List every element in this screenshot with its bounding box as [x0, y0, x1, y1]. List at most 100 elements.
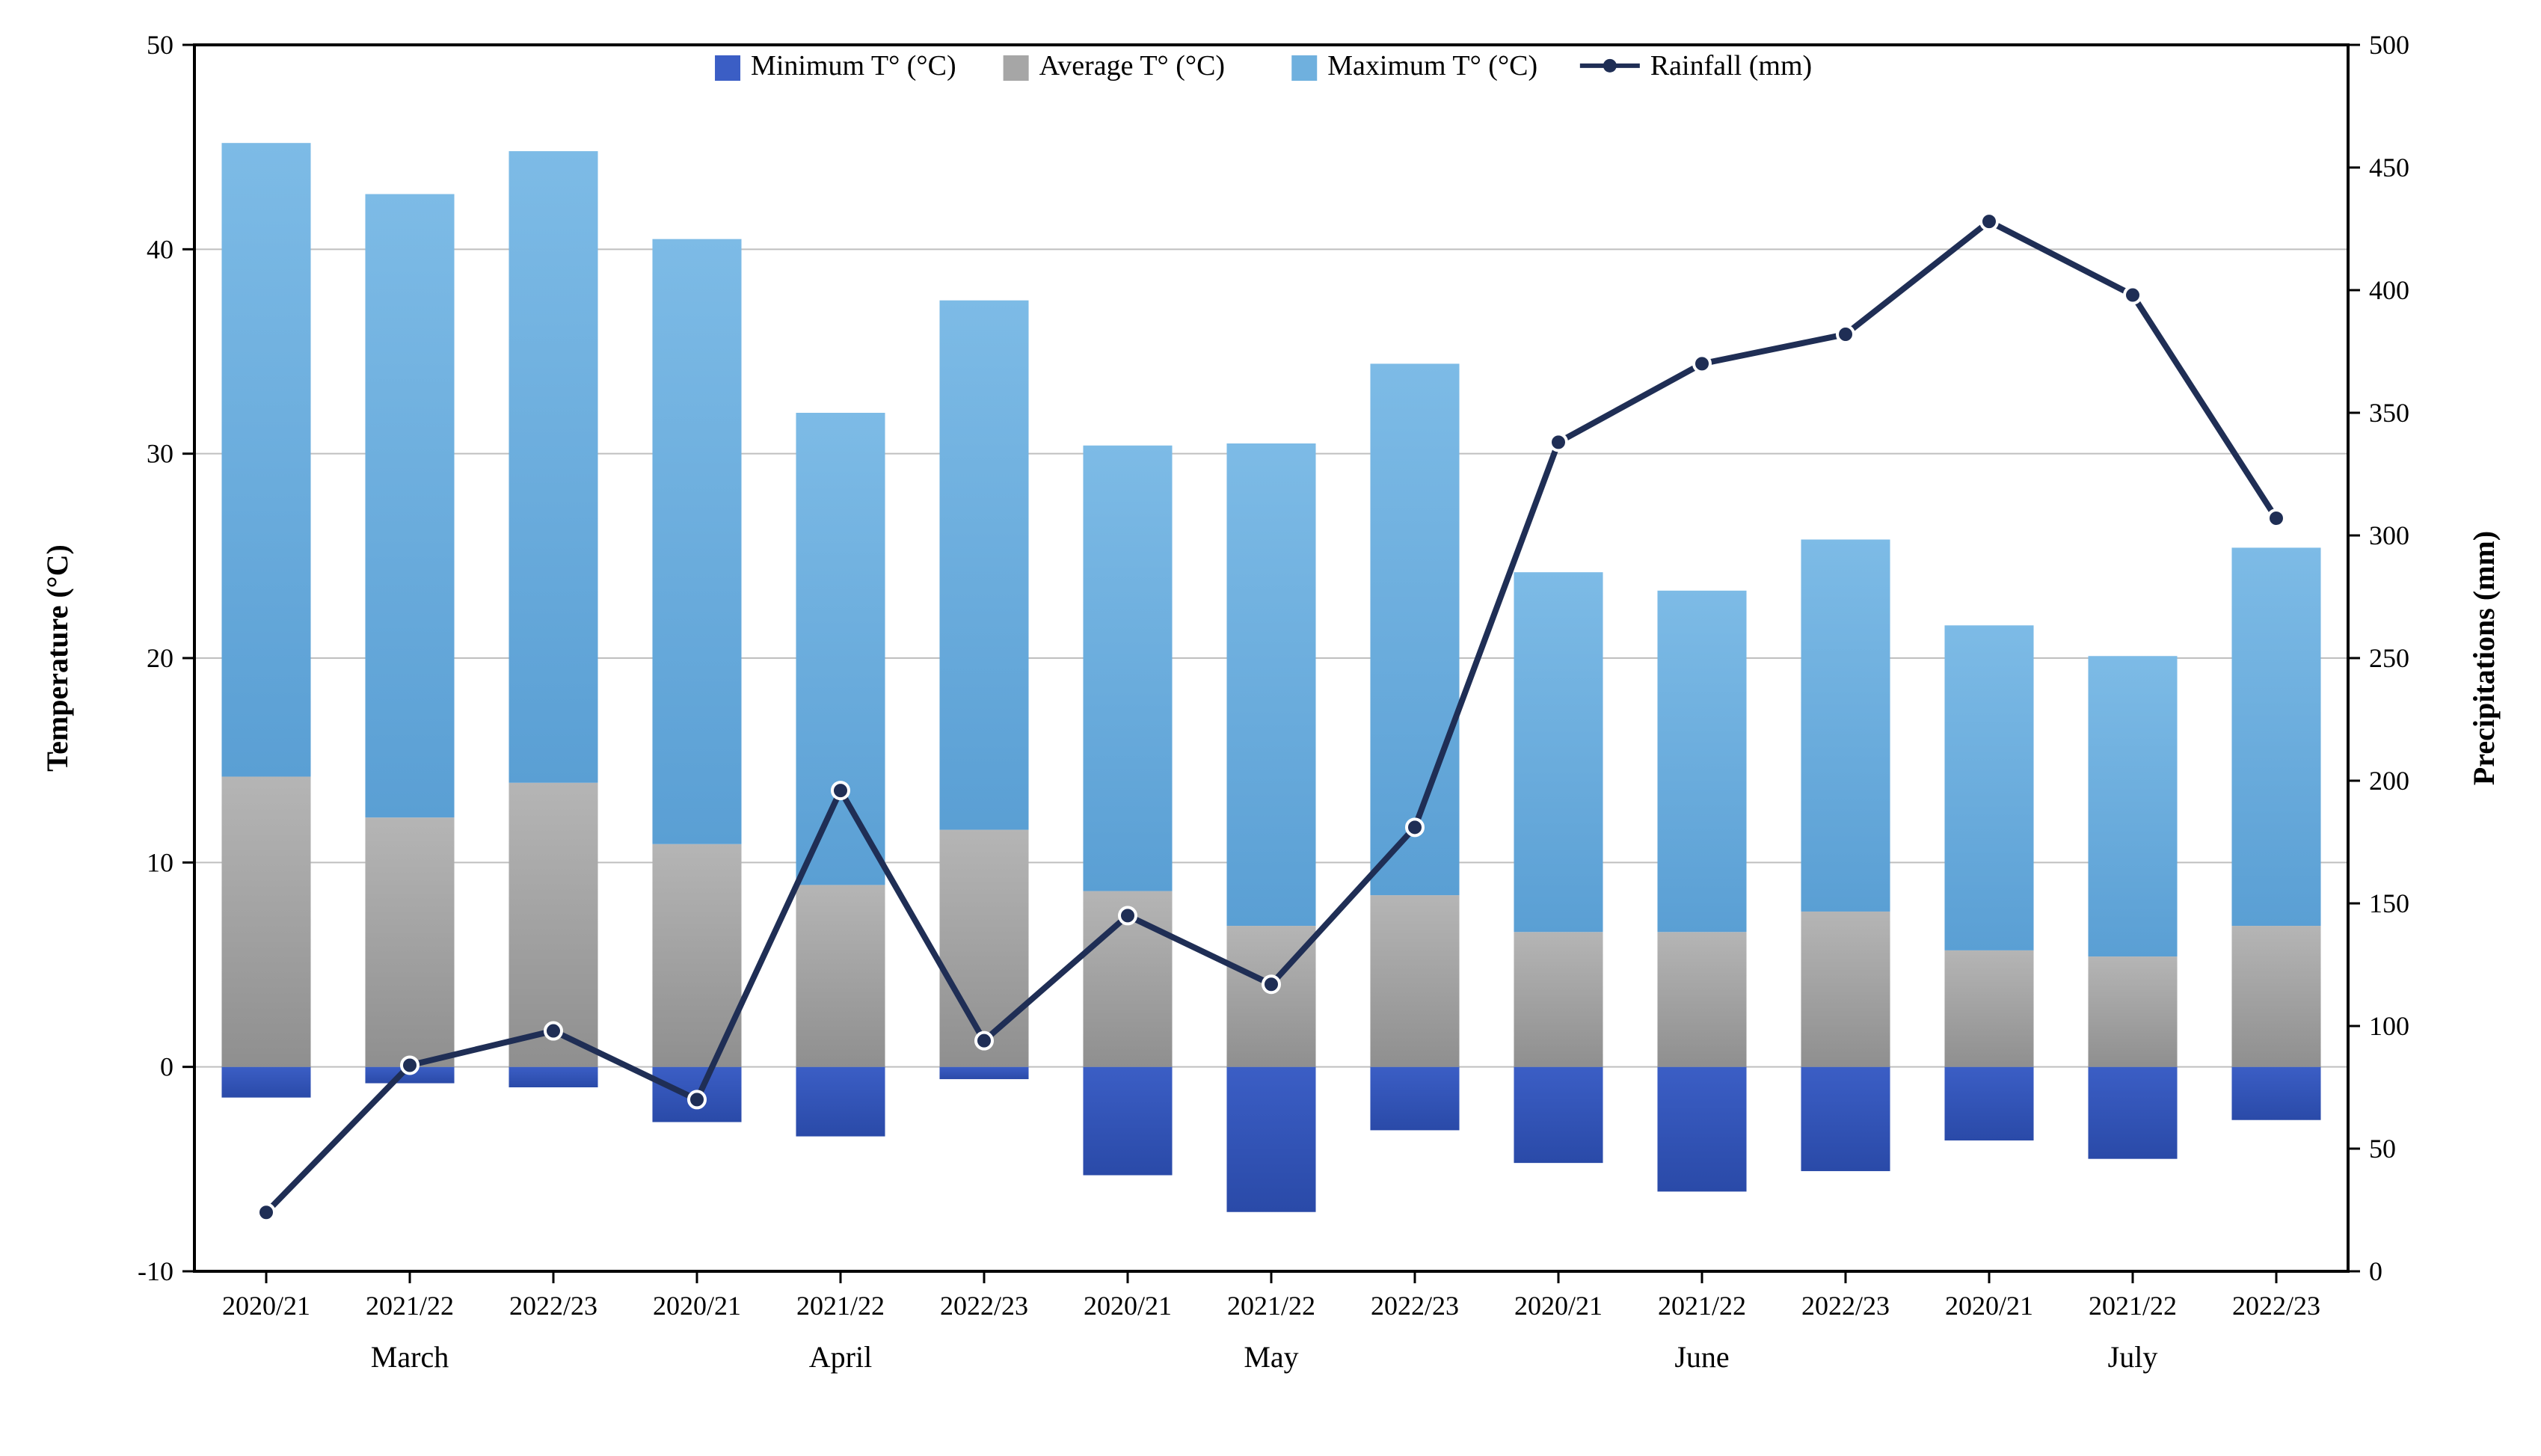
- legend-label: Average T° (°C): [1039, 50, 1225, 82]
- rainfall-marker: [402, 1057, 418, 1073]
- chart-svg: -10 0 10 20 30 40 50 Temperature (°C) 0 50 100 150 2…: [0, 0, 2541, 1456]
- left-axis-title: Temperature (°C): [40, 544, 74, 772]
- x-tick-year: 2021/22: [2089, 1291, 2177, 1321]
- climate-chart: -10 0 10 20 30 40 50 Temperature (°C) 0 50 100 150 2…: [0, 0, 2541, 1456]
- x-month-label: July: [2108, 1340, 2158, 1374]
- bar-min: [1226, 1067, 1315, 1212]
- x-tick-year: 2020/21: [653, 1291, 741, 1321]
- bar-min: [2231, 1067, 2320, 1120]
- left-tick-label: 20: [147, 643, 173, 673]
- bar-avg: [2088, 956, 2177, 1067]
- bar-min: [1801, 1067, 1890, 1171]
- bar-max: [1083, 446, 1172, 891]
- x-tick-year: 2020/21: [222, 1291, 310, 1321]
- x-month-label: March: [371, 1340, 449, 1374]
- bar-max: [939, 301, 1028, 830]
- bar-max: [1370, 363, 1459, 895]
- legend-label: Maximum T° (°C): [1327, 50, 1537, 82]
- bar-max: [2231, 547, 2320, 926]
- right-tick-label: 200: [2369, 766, 2409, 796]
- x-tick-year: 2022/23: [2232, 1291, 2320, 1321]
- right-tick-label: 50: [2369, 1134, 2396, 1164]
- legend-swatch: [715, 55, 740, 81]
- bar-max: [1944, 625, 2033, 950]
- bar-avg: [1657, 932, 1746, 1066]
- rainfall-marker: [1263, 976, 1279, 992]
- rainfall-marker: [976, 1033, 992, 1049]
- bar-avg: [1801, 912, 1890, 1067]
- bars: [221, 143, 2320, 1212]
- x-tick-year: 2021/22: [366, 1291, 454, 1321]
- right-axis: 0 50 100 150 200 250 300 350 400 450 500: [2348, 30, 2409, 1286]
- bar-min: [221, 1067, 310, 1098]
- x-tick-year: 2020/21: [1084, 1291, 1172, 1321]
- bar-min: [1514, 1067, 1603, 1163]
- right-tick-label: 500: [2369, 30, 2409, 60]
- rainfall-marker: [258, 1204, 274, 1220]
- x-month-label: May: [1244, 1340, 1298, 1374]
- bar-max: [1657, 591, 1746, 932]
- bar-max: [796, 413, 885, 885]
- right-tick-label: 250: [2369, 643, 2409, 673]
- bar-avg: [1944, 950, 2033, 1067]
- right-tick-label: 0: [2369, 1256, 2382, 1286]
- legend-label: Minimum T° (°C): [751, 50, 956, 82]
- bar-max: [1514, 572, 1603, 932]
- legend: Minimum T° (°C) Average T° (°C) Maximum T°…: [715, 50, 1812, 82]
- x-month-label: June: [1674, 1340, 1729, 1374]
- left-tick-label: 30: [147, 439, 173, 469]
- bar-min: [508, 1067, 597, 1087]
- rainfall-marker: [545, 1023, 562, 1039]
- right-tick-label: 300: [2369, 520, 2409, 550]
- right-tick-label: 350: [2369, 398, 2409, 428]
- bar-max: [1226, 443, 1315, 926]
- right-tick-label: 450: [2369, 153, 2409, 182]
- bar-min: [1370, 1067, 1459, 1131]
- x-tick-year: 2022/23: [1801, 1291, 1890, 1321]
- bar-min: [939, 1067, 1028, 1079]
- x-tick-year: 2021/22: [1658, 1291, 1746, 1321]
- x-tick-year: 2020/21: [1945, 1291, 2033, 1321]
- bar-max: [508, 151, 597, 783]
- bar-min: [1083, 1067, 1172, 1176]
- legend-marker: [1603, 59, 1617, 73]
- right-tick-label: 400: [2369, 275, 2409, 305]
- bar-avg: [221, 777, 310, 1067]
- legend-swatch: [1291, 55, 1317, 81]
- x-tick-year: 2021/22: [796, 1291, 885, 1321]
- x-tick-year: 2022/23: [940, 1291, 1028, 1321]
- x-tick-year: 2021/22: [1227, 1291, 1315, 1321]
- legend-swatch: [1004, 55, 1029, 81]
- rainfall-marker: [832, 782, 849, 799]
- rainfall-marker: [1550, 434, 1567, 450]
- bar-min: [796, 1067, 885, 1137]
- legend-label: Rainfall (mm): [1650, 50, 1812, 82]
- left-tick-label: 40: [147, 234, 173, 264]
- left-tick-label: 0: [160, 1052, 173, 1082]
- bar-max: [2088, 656, 2177, 956]
- rainfall-marker: [1119, 907, 1136, 924]
- bar-min: [1657, 1067, 1746, 1192]
- bar-max: [365, 194, 454, 818]
- rainfall-marker: [1837, 326, 1854, 343]
- left-tick-label: 10: [147, 847, 173, 877]
- bar-avg: [796, 885, 885, 1066]
- right-tick-label: 150: [2369, 888, 2409, 918]
- right-tick-label: 100: [2369, 1011, 2409, 1041]
- bar-avg: [1514, 932, 1603, 1066]
- x-tick-year: 2022/23: [1371, 1291, 1459, 1321]
- x-month-label: April: [809, 1340, 872, 1374]
- left-axis: -10 0 10 20 30 40 50: [138, 30, 194, 1286]
- bar-min: [1944, 1067, 2033, 1140]
- bar-avg: [2231, 926, 2320, 1067]
- rainfall-marker: [689, 1091, 705, 1108]
- rainfall-marker: [1407, 819, 1423, 835]
- bar-max: [1801, 539, 1890, 911]
- x-tick-year: 2020/21: [1514, 1291, 1603, 1321]
- left-tick-label: 50: [147, 30, 173, 60]
- x-axis: 2020/21 2021/22 2022/23 2020/21 2021/22 2022/…: [222, 1271, 2320, 1374]
- left-tick-label: -10: [138, 1256, 173, 1286]
- bar-min: [2088, 1067, 2177, 1159]
- rainfall-marker: [1981, 213, 1997, 230]
- rainfall-marker: [1694, 355, 1710, 372]
